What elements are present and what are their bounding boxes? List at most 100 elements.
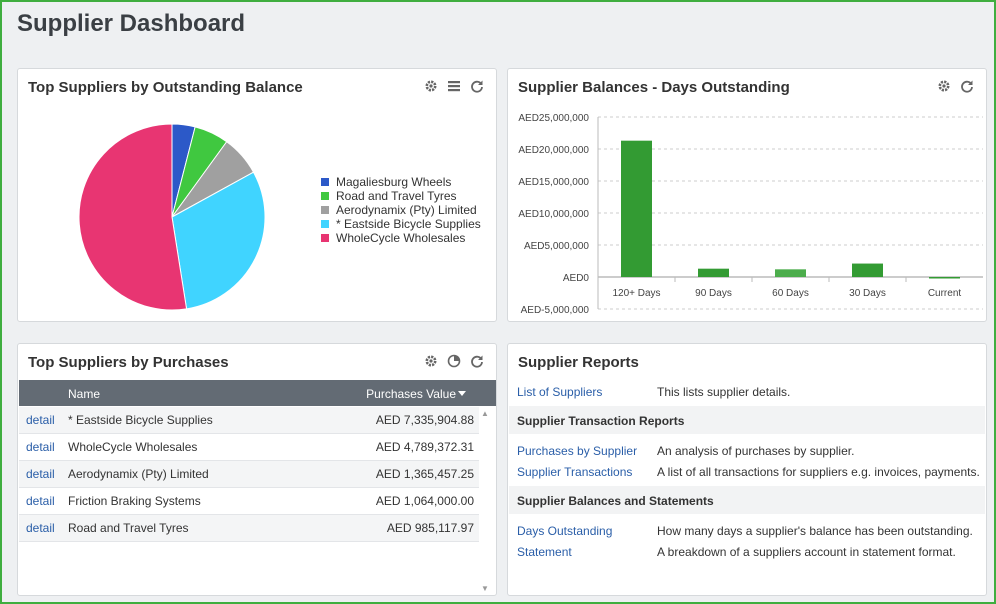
refresh-icon[interactable] <box>960 79 974 93</box>
legend-swatch <box>321 206 329 214</box>
legend-item[interactable]: WholeCycle Wholesales <box>321 231 481 245</box>
legend-swatch <box>321 192 329 200</box>
legend-swatch <box>321 178 329 186</box>
scroll-up-icon[interactable]: ▲ <box>481 409 489 418</box>
legend-swatch <box>321 220 329 228</box>
page-title: Supplier Dashboard <box>17 10 246 37</box>
y-tick-label: AED10,000,000 <box>518 209 589 220</box>
panel-title: Supplier Reports <box>518 354 639 371</box>
y-tick-label: AED15,000,000 <box>518 177 589 188</box>
panel-toolbar <box>937 79 974 93</box>
legend-item[interactable]: Magaliesburg Wheels <box>321 175 481 189</box>
report-link-purchases-by-supplier[interactable]: Purchases by Supplier <box>517 444 638 458</box>
sort-desc-icon[interactable] <box>458 391 466 396</box>
gear-icon[interactable] <box>424 354 438 368</box>
legend-item[interactable]: Aerodynamix (Pty) Limited <box>321 203 481 217</box>
report-section-heading: Supplier Transaction Reports <box>509 406 985 434</box>
supplier-name: WholeCycle Wholesales <box>68 440 198 454</box>
legend-item[interactable]: * Eastside Bicycle Supplies <box>321 217 481 231</box>
bar-chart: AED25,000,000 AED20,000,000 AED15,000,000 A… <box>518 113 983 316</box>
legend-label: Magaliesburg Wheels <box>336 175 452 189</box>
report-link-supplier-transactions[interactable]: Supplier Transactions <box>517 465 633 479</box>
column-header-name[interactable]: Name <box>68 387 101 401</box>
supplier-name: Friction Braking Systems <box>68 494 201 508</box>
panel-title: Supplier Balances - Days Outstanding <box>518 79 790 96</box>
bar[interactable] <box>621 140 652 277</box>
scroll-down-icon[interactable]: ▼ <box>481 584 489 593</box>
table-row: detail WholeCycle Wholesales AED 4,789,372… <box>19 434 479 461</box>
detail-link[interactable]: detail <box>26 440 55 454</box>
refresh-icon[interactable] <box>470 79 484 93</box>
bar[interactable] <box>698 268 729 277</box>
days-outstanding-panel: Supplier Balances - Days Outstanding AED… <box>507 68 987 322</box>
detail-link[interactable]: detail <box>26 521 55 535</box>
x-tick-label: 30 Days <box>849 288 886 299</box>
legend-label: * Eastside Bicycle Supplies <box>336 217 481 231</box>
pie-chart <box>78 123 266 311</box>
bar[interactable] <box>775 269 806 277</box>
table-row: detail Friction Braking Systems AED 1,064,… <box>19 488 479 515</box>
column-header-purchases-value[interactable]: Purchases Value <box>366 387 456 401</box>
report-link-statement[interactable]: Statement <box>517 545 572 559</box>
detail-link[interactable]: detail <box>26 413 55 427</box>
legend-label: Aerodynamix (Pty) Limited <box>336 203 477 217</box>
pie-slice[interactable] <box>78 123 188 311</box>
report-description: An analysis of purchases by supplier. <box>657 444 855 458</box>
x-tick-label: 90 Days <box>695 288 732 299</box>
table-row: detail * Eastside Bicycle Supplies AED 7,3… <box>19 407 479 434</box>
list-icon[interactable] <box>447 79 461 93</box>
panel-title: Top Suppliers by Purchases <box>28 354 229 371</box>
detail-link[interactable]: detail <box>26 467 55 481</box>
report-description: This lists supplier details. <box>657 385 791 399</box>
gear-icon[interactable] <box>937 79 951 93</box>
section-heading-text: Supplier Balances and Statements <box>517 494 714 508</box>
pie-legend: Magaliesburg Wheels Road and Travel Tyres… <box>321 175 481 245</box>
purchases-panel: Top Suppliers by Purchases Name Purchase… <box>17 343 497 596</box>
x-tick-label: Current <box>928 288 962 299</box>
x-tick-label: 120+ Days <box>612 288 660 299</box>
panel-toolbar <box>424 79 484 93</box>
report-link-list-of-suppliers[interactable]: List of Suppliers <box>517 385 603 399</box>
report-link-days-outstanding[interactable]: Days Outstanding <box>517 524 613 538</box>
x-tick-label: 60 Days <box>772 288 809 299</box>
legend-label: Road and Travel Tyres <box>336 189 457 203</box>
bar[interactable] <box>852 263 883 277</box>
report-section-heading: Supplier Balances and Statements <box>509 486 985 514</box>
panel-title: Top Suppliers by Outstanding Balance <box>28 79 303 96</box>
table-row: detail Aerodynamix (Pty) Limited AED 1,365… <box>19 461 479 488</box>
y-tick-label: AED0 <box>563 273 590 284</box>
refresh-icon[interactable] <box>470 354 484 368</box>
legend-label: WholeCycle Wholesales <box>336 231 466 245</box>
table-body: detail * Eastside Bicycle Supplies AED 7,3… <box>19 407 479 542</box>
pie-slice[interactable] <box>171 171 266 310</box>
legend-item[interactable]: Road and Travel Tyres <box>321 189 481 203</box>
outstanding-balance-panel: Top Suppliers by Outstanding Balance Mag… <box>17 68 497 322</box>
table-row: detail Road and Travel Tyres AED 985,117.9… <box>19 515 479 542</box>
report-description: A breakdown of a suppliers account in st… <box>657 545 956 559</box>
table-scrollbar[interactable]: ▲ ▼ <box>479 407 493 595</box>
y-tick-label: AED25,000,000 <box>518 113 589 124</box>
y-tick-label: AED20,000,000 <box>518 145 589 156</box>
y-tick-label: AED-5,000,000 <box>521 305 590 316</box>
report-description: How many days a supplier's balance has b… <box>657 524 973 538</box>
purchases-value: AED 985,117.97 <box>386 521 474 535</box>
pie-icon[interactable] <box>447 354 461 368</box>
bar[interactable] <box>929 277 960 279</box>
supplier-name: Road and Travel Tyres <box>68 521 189 535</box>
supplier-reports-panel: Supplier Reports List of Suppliers This … <box>507 343 987 596</box>
legend-swatch <box>321 234 329 242</box>
gear-icon[interactable] <box>424 79 438 93</box>
supplier-name: Aerodynamix (Pty) Limited <box>68 467 209 481</box>
detail-link[interactable]: detail <box>26 494 55 508</box>
section-heading-text: Supplier Transaction Reports <box>517 414 685 428</box>
purchases-value: AED 4,789,372.31 <box>375 440 474 454</box>
supplier-name: * Eastside Bicycle Supplies <box>68 413 213 427</box>
panel-toolbar <box>424 354 484 368</box>
report-description: A list of all transactions for suppliers… <box>657 465 980 479</box>
table-header: Name Purchases Value <box>19 380 496 406</box>
purchases-value: AED 1,064,000.00 <box>375 494 474 508</box>
y-tick-label: AED5,000,000 <box>524 241 589 252</box>
purchases-value: AED 7,335,904.88 <box>375 413 474 427</box>
purchases-value: AED 1,365,457.25 <box>375 467 474 481</box>
